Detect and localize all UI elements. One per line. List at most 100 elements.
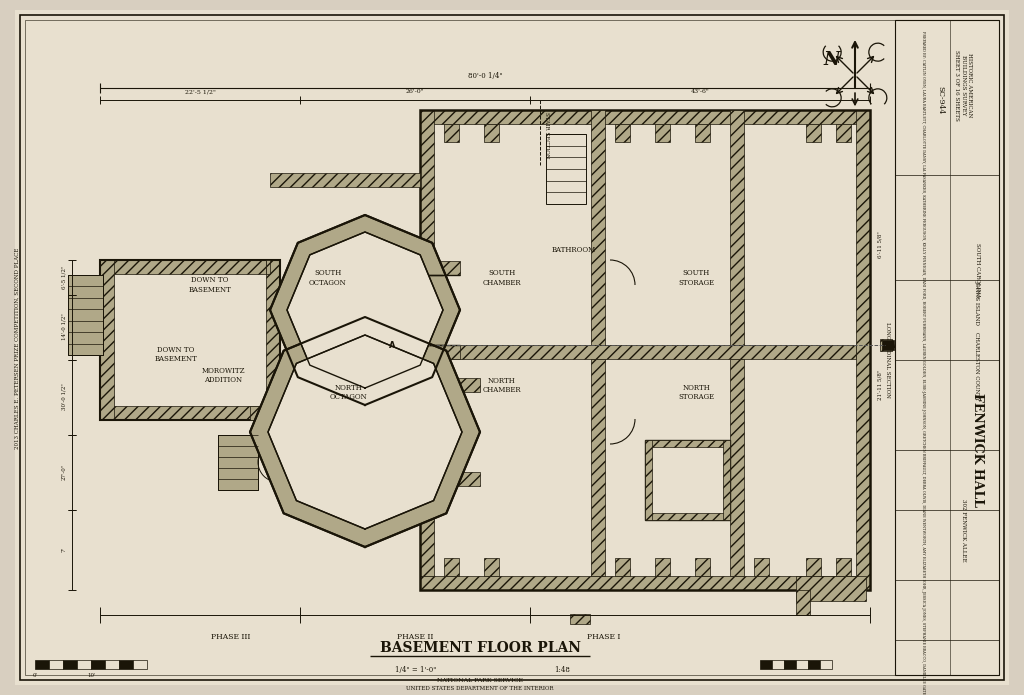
Bar xyxy=(591,110,605,345)
Bar xyxy=(615,124,630,142)
Bar xyxy=(68,275,103,355)
Bar xyxy=(730,359,744,576)
Text: BASEMENT FLOOR PLAN: BASEMENT FLOOR PLAN xyxy=(380,641,581,655)
Polygon shape xyxy=(268,335,462,529)
Text: HISTORIC AMERICAN
BUILDINGS SURVEY
SHEET 3 OF 16 SHEETS: HISTORIC AMERICAN BUILDINGS SURVEY SHEET… xyxy=(954,49,972,120)
Bar xyxy=(100,260,280,420)
Bar xyxy=(35,660,49,669)
Bar xyxy=(836,558,851,576)
Text: 14'-0 1/2": 14'-0 1/2" xyxy=(61,313,67,341)
Text: MOROWITZ
ADDITION: MOROWITZ ADDITION xyxy=(202,367,245,384)
Text: N: N xyxy=(823,51,840,69)
Text: PHASE I: PHASE I xyxy=(588,633,621,641)
Bar xyxy=(695,558,710,576)
Bar xyxy=(77,660,91,669)
Bar xyxy=(218,435,258,490)
Bar xyxy=(420,472,480,486)
Text: NATIONAL PARK SERVICE: NATIONAL PARK SERVICE xyxy=(437,678,523,683)
Bar xyxy=(772,660,784,669)
Bar xyxy=(218,435,258,490)
Bar xyxy=(645,513,730,520)
Bar xyxy=(133,660,147,669)
Bar xyxy=(444,124,459,142)
Text: DOWN TO
BASEMENT: DOWN TO BASEMENT xyxy=(188,277,231,293)
Bar xyxy=(484,558,499,576)
Bar xyxy=(796,590,810,615)
Bar xyxy=(420,345,460,359)
Bar xyxy=(570,614,590,624)
Polygon shape xyxy=(270,215,460,405)
Text: 6'-5 1/2": 6'-5 1/2" xyxy=(61,265,67,288)
Bar xyxy=(895,20,999,675)
Text: 6'-11 5/8": 6'-11 5/8" xyxy=(878,231,883,259)
Text: PHASE III: PHASE III xyxy=(211,633,250,641)
Text: 1:48: 1:48 xyxy=(554,666,570,674)
Bar xyxy=(655,558,670,576)
Bar xyxy=(420,110,870,124)
Bar xyxy=(730,110,744,345)
Text: A: A xyxy=(389,341,395,350)
Text: JOHNS ISLAND    CHARLESTON COUNTY: JOHNS ISLAND CHARLESTON COUNTY xyxy=(975,280,980,400)
Text: 26'-0": 26'-0" xyxy=(406,89,424,94)
Bar xyxy=(836,124,851,142)
Bar xyxy=(250,406,266,420)
Bar xyxy=(270,173,420,187)
Bar xyxy=(100,260,114,420)
Bar xyxy=(266,260,280,420)
Bar xyxy=(119,660,133,669)
Bar xyxy=(723,440,730,520)
Bar xyxy=(266,260,270,274)
Text: NORTH
OCTAGON: NORTH OCTAGON xyxy=(330,384,367,401)
Bar xyxy=(882,340,894,350)
Text: BATHROOM: BATHROOM xyxy=(551,246,596,254)
Bar xyxy=(591,359,605,576)
Bar xyxy=(444,558,459,576)
Bar xyxy=(615,558,630,576)
Polygon shape xyxy=(287,232,443,388)
Text: LONGITUDINAL SECTION: LONGITUDINAL SECTION xyxy=(886,322,891,398)
Text: NORTH
STORAGE: NORTH STORAGE xyxy=(678,384,715,401)
Text: 22'-5 1/2": 22'-5 1/2" xyxy=(184,89,215,94)
Text: SOUTH CAROLINA: SOUTH CAROLINA xyxy=(975,243,980,297)
Text: NORTH
CHAMBER: NORTH CHAMBER xyxy=(482,377,521,394)
Bar xyxy=(420,110,870,590)
Bar xyxy=(100,406,280,420)
Bar xyxy=(420,110,434,311)
Text: PHASE II: PHASE II xyxy=(396,633,433,641)
Bar xyxy=(484,124,499,142)
Text: STAIR SECTION: STAIR SECTION xyxy=(544,112,549,158)
Bar xyxy=(796,576,866,601)
Text: UNITED STATES DEPARTMENT OF THE INTERIOR: UNITED STATES DEPARTMENT OF THE INTERIOR xyxy=(407,686,554,691)
Polygon shape xyxy=(250,317,480,547)
Bar xyxy=(351,306,359,314)
Text: 7': 7' xyxy=(61,548,67,553)
Text: 27'-0": 27'-0" xyxy=(61,464,67,480)
Bar xyxy=(760,660,772,669)
Text: SC-944: SC-944 xyxy=(936,86,944,114)
Text: 10': 10' xyxy=(87,673,95,678)
Bar xyxy=(820,660,831,669)
Bar xyxy=(100,260,280,274)
Text: 21'-11 5/8": 21'-11 5/8" xyxy=(878,370,883,400)
Text: SOUTH
STORAGE: SOUTH STORAGE xyxy=(678,270,715,286)
Bar xyxy=(806,558,821,576)
Bar xyxy=(390,340,402,350)
Bar xyxy=(105,660,119,669)
Bar xyxy=(808,660,820,669)
Text: PREPARED BY: CAITLIN OYEN, LAURA BARTLETT, CHARLOTTE DANSY, LIA FASANKER, KATHER: PREPARED BY: CAITLIN OYEN, LAURA BARTLET… xyxy=(921,31,925,695)
Bar xyxy=(351,386,359,394)
Text: DOWN TO
BASEMENT: DOWN TO BASEMENT xyxy=(155,346,198,363)
Text: FENWICK HALL: FENWICK HALL xyxy=(971,393,983,507)
Bar xyxy=(420,388,434,576)
Text: 0': 0' xyxy=(33,673,38,678)
Bar xyxy=(695,124,710,142)
Bar xyxy=(434,345,856,359)
Bar xyxy=(880,339,892,351)
Bar xyxy=(382,339,394,351)
Bar xyxy=(856,110,870,590)
Bar xyxy=(645,440,652,520)
Bar xyxy=(546,134,586,204)
Bar xyxy=(796,660,808,669)
Bar xyxy=(319,405,411,419)
Bar xyxy=(645,440,730,447)
